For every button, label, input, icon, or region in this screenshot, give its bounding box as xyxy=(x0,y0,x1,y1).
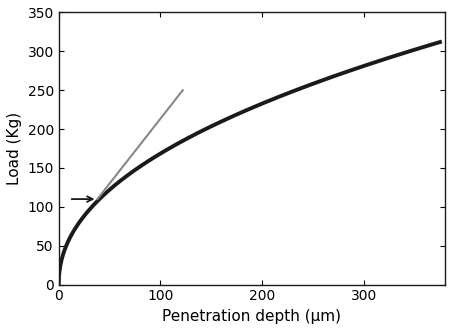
Y-axis label: Load (Kg): Load (Kg) xyxy=(7,112,22,185)
X-axis label: Penetration depth (μm): Penetration depth (μm) xyxy=(162,309,341,324)
